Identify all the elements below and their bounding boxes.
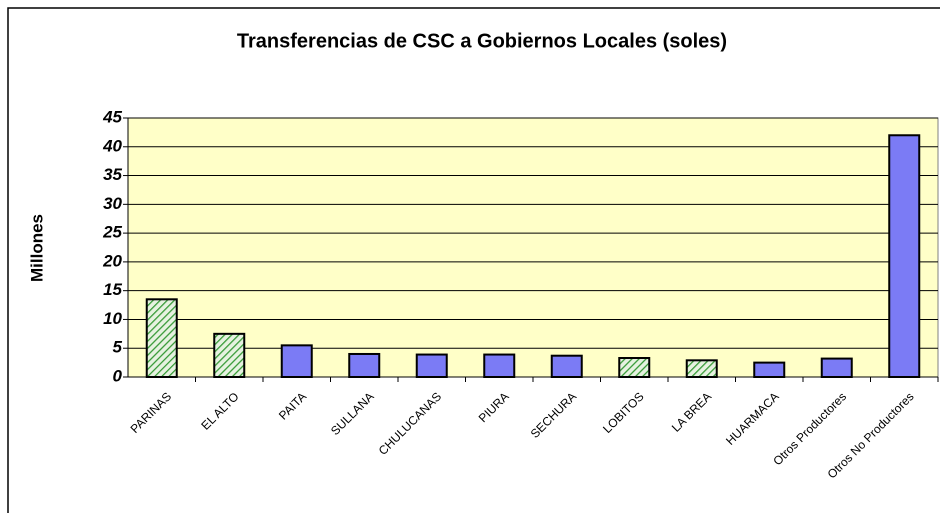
bar <box>145 298 178 378</box>
bar <box>483 353 516 379</box>
plot-area <box>127 117 939 378</box>
bar <box>415 353 448 379</box>
bar <box>348 352 381 379</box>
bar <box>888 134 921 378</box>
y-axis-label: Millones <box>27 214 46 282</box>
bar <box>820 357 853 378</box>
y-tick-label: 30 <box>103 194 122 213</box>
y-tick-label: 40 <box>102 136 122 155</box>
bar <box>685 359 718 379</box>
y-tick-label: 5 <box>113 338 123 357</box>
y-tick-label: 20 <box>102 251 122 270</box>
y-tick-label: 10 <box>103 309 122 328</box>
chart-title: Transferencias de CSC a Gobiernos Locale… <box>237 30 727 52</box>
y-tick-label: 45 <box>102 107 122 126</box>
y-tick-label: 35 <box>103 165 122 184</box>
bar <box>618 357 651 378</box>
y-tick-label: 0 <box>113 366 123 385</box>
bar <box>213 332 246 379</box>
bar <box>753 361 786 379</box>
y-tick-label: 15 <box>103 280 122 299</box>
bar <box>280 344 313 379</box>
bar <box>550 354 583 378</box>
y-tick-label: 25 <box>102 223 122 242</box>
